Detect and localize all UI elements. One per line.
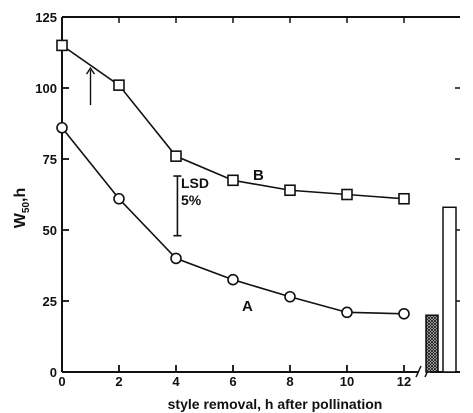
- marker-square: [56, 39, 68, 52]
- bar-open: [442, 206, 457, 373]
- marker-square: [170, 150, 182, 162]
- x-axis-ticks: 0 2 4 6 8 10 12: [58, 17, 411, 389]
- annotations: LSD 5% B A: [85, 66, 264, 315]
- y-axis-title-sub: 50: [21, 202, 32, 214]
- bars: [425, 206, 457, 373]
- bar-hatched: [425, 314, 439, 373]
- y-tick-label: 0: [50, 365, 57, 380]
- lsd-label-line2: 5%: [181, 192, 202, 208]
- marker-square: [284, 184, 296, 197]
- marker-square: [398, 192, 410, 205]
- marker-circle: [170, 252, 182, 265]
- marker-square: [341, 188, 353, 201]
- series-label-a: A: [242, 298, 253, 315]
- y-axis-title: W50,h: [12, 188, 32, 228]
- marker-circle: [227, 273, 239, 286]
- y-tick-label: 50: [43, 223, 57, 238]
- x-tick-label: 0: [58, 374, 65, 389]
- y-tick-label: 25: [43, 294, 57, 309]
- x-tick-label: 10: [340, 374, 354, 389]
- y-axis-title-main: W: [12, 212, 29, 228]
- x-tick-label: 2: [115, 374, 122, 389]
- y-tick-label: 100: [35, 81, 57, 96]
- arrow-head: [85, 66, 96, 75]
- series-line-a: [61, 127, 405, 315]
- x-tick-label: 12: [397, 374, 411, 389]
- marker-circle: [341, 306, 353, 319]
- y-tick-label: 75: [43, 152, 57, 167]
- marker-square: [113, 79, 125, 91]
- y-axis-title-suffix: ,h: [12, 188, 29, 202]
- y-axis-ticks: 0 25 50 75 100 125: [35, 10, 460, 380]
- marker-circle: [398, 307, 410, 320]
- marker-circle: [113, 192, 125, 205]
- lsd-label-line1: LSD: [181, 175, 209, 191]
- series-markers: [56, 39, 410, 320]
- x-tick-label: 6: [229, 374, 236, 389]
- marker-circle: [56, 121, 68, 134]
- x-tick-label: 8: [286, 374, 293, 389]
- axes: [61, 16, 460, 378]
- series-label-b: B: [253, 167, 264, 184]
- x-axis-title: style removal, h after pollination: [168, 396, 383, 412]
- x-tick-label: 4: [172, 374, 180, 389]
- marker-circle: [284, 290, 296, 303]
- y-tick-label: 125: [35, 10, 57, 25]
- marker-square: [227, 174, 239, 187]
